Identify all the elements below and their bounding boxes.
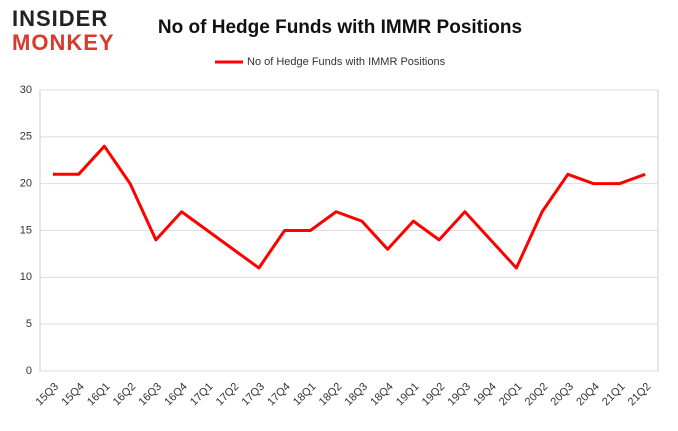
x-tick-label: 19Q1	[394, 381, 422, 409]
x-tick-label: 17Q2	[214, 381, 242, 409]
x-tick-label: 19Q2	[420, 381, 448, 409]
x-tick-label: 20Q4	[574, 381, 602, 409]
logo-line2: MONKEY	[12, 30, 115, 55]
x-tick-label: 16Q3	[137, 381, 165, 409]
x-tick-label: 18Q3	[343, 381, 371, 409]
data-line	[52, 144, 646, 270]
x-tick-label: 18Q2	[317, 381, 345, 409]
y-tick-label: 20	[20, 178, 32, 190]
logo-line1: INSIDER	[12, 6, 108, 31]
x-tick-label: 16Q2	[111, 381, 139, 409]
x-tick-label: 20Q1	[497, 381, 525, 409]
x-tick-label: 17Q4	[265, 381, 293, 409]
y-tick-label: 15	[20, 224, 32, 236]
x-tick-label: 18Q4	[368, 381, 396, 409]
y-tick-label: 5	[26, 318, 32, 330]
x-tick-label: 21Q2	[626, 381, 654, 409]
x-tick-label: 17Q3	[240, 381, 268, 409]
x-tick-label: 16Q4	[162, 381, 190, 409]
y-tick-label: 30	[20, 84, 32, 96]
y-tick-label: 10	[20, 271, 32, 283]
y-tick-label: 25	[20, 131, 32, 143]
x-tick-label: 19Q4	[471, 381, 499, 409]
x-tick-label: 20Q2	[523, 381, 551, 409]
x-tick-label: 20Q3	[549, 381, 577, 409]
x-tick-label: 17Q1	[188, 381, 216, 409]
chart-title: No of Hedge Funds with IMMR Positions	[158, 17, 522, 38]
x-tick-label: 16Q1	[85, 381, 113, 409]
x-tick-label: 15Q4	[59, 381, 87, 409]
x-tick-label: 15Q3	[34, 381, 62, 409]
legend-label: No of Hedge Funds with IMMR Positions	[247, 56, 446, 68]
y-tick-label: 0	[26, 365, 32, 377]
x-tick-label: 18Q1	[291, 381, 319, 409]
x-tick-label: 19Q3	[446, 381, 474, 409]
x-tick-label: 21Q1	[600, 381, 628, 409]
